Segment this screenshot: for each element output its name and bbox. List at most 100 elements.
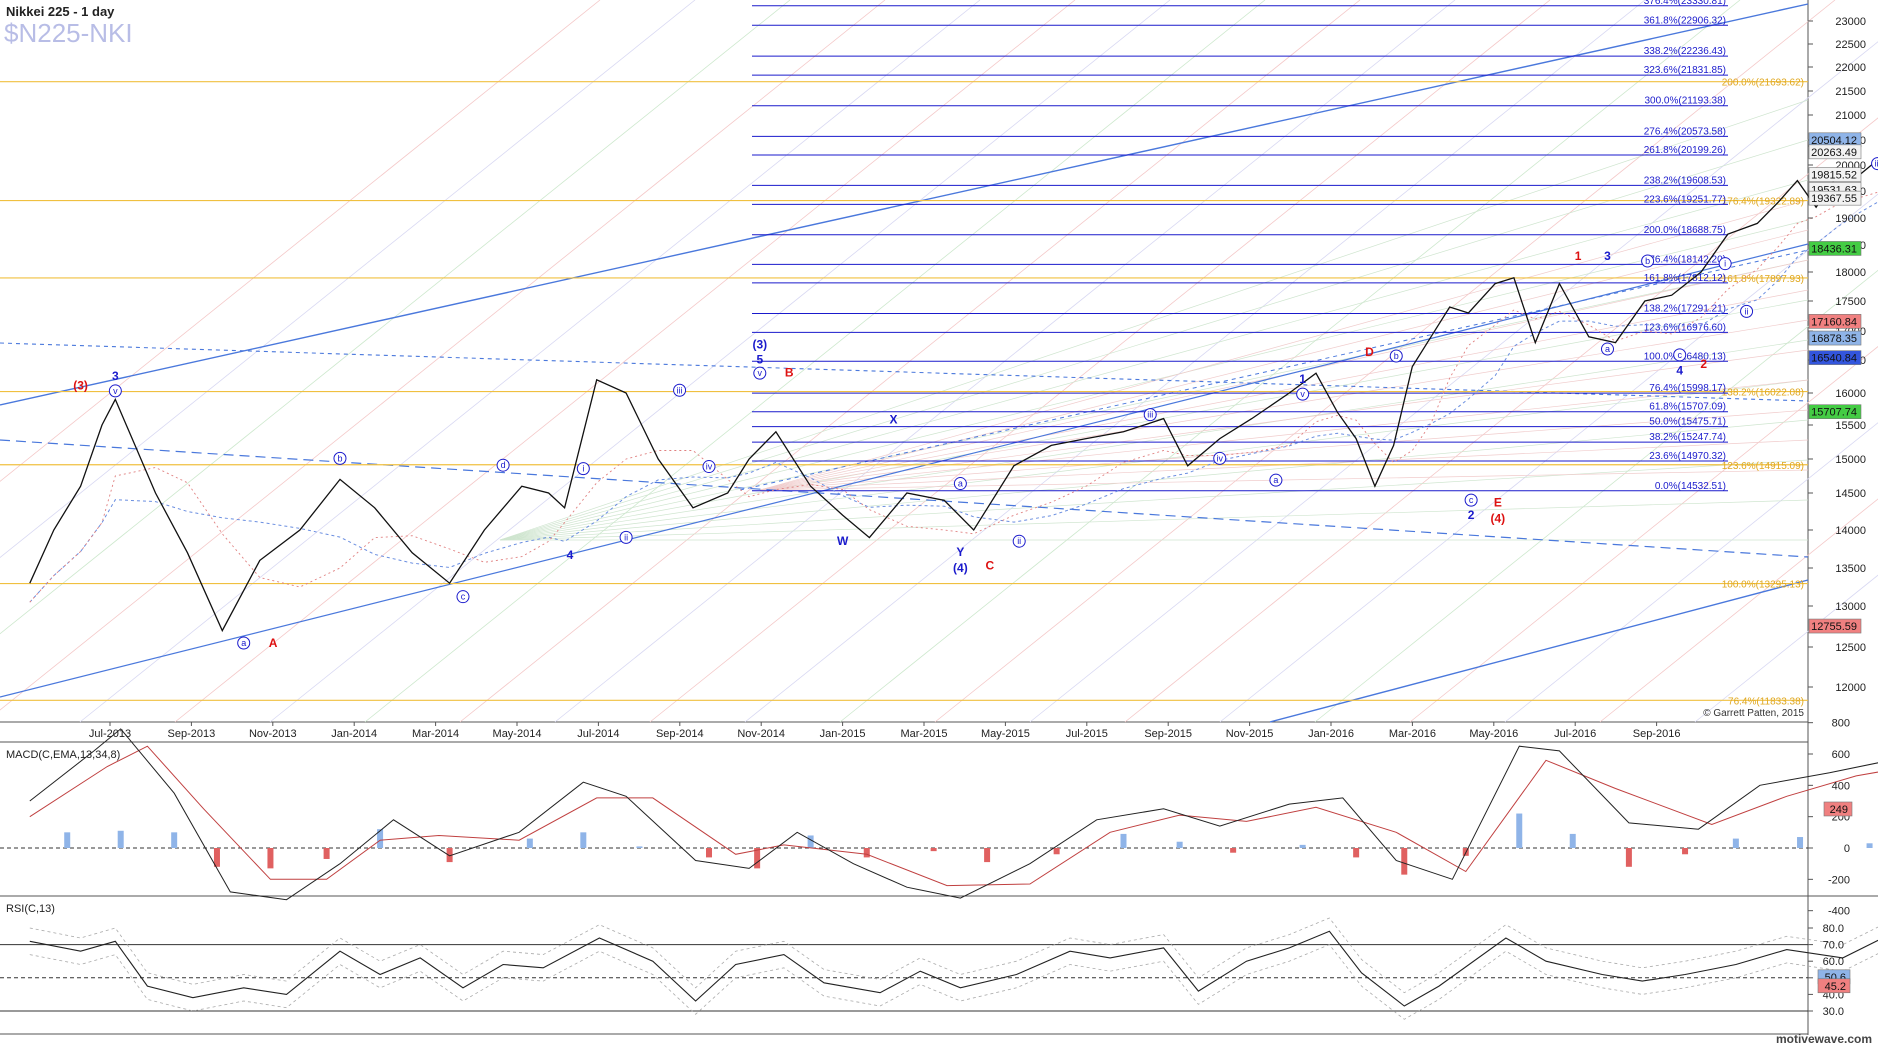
fan-line: [499, 339, 1809, 541]
fib-label-blue: 50.0%(15475.71): [1649, 417, 1726, 428]
wave-label-circle: [1143, 408, 1157, 422]
price-tag: [1808, 314, 1862, 329]
wave-label: B: [785, 366, 794, 380]
price-tag-label: 17160.84: [1811, 316, 1857, 328]
macd-histogram-bar: [1569, 833, 1576, 848]
wave-label-circle: [1718, 257, 1732, 271]
price-y-tick-label: 14000: [1835, 525, 1866, 537]
fan-line: [759, 409, 1809, 491]
fan-line: [499, 499, 1809, 541]
fib-label-yellow: 161.8%(17897.93): [1722, 274, 1804, 285]
price-tag-label: 19815.52: [1811, 170, 1857, 182]
price-y-tick-label: 12000: [1835, 682, 1866, 694]
wave-label: a: [958, 479, 963, 489]
macd-histogram-bar: [64, 832, 71, 848]
wave-label-circle: [1296, 387, 1310, 401]
macd-histogram-bar: [930, 848, 937, 852]
fib-label-blue: 200.0%(18688.75): [1644, 225, 1726, 236]
price-line: [29, 159, 1878, 633]
macd-histogram-bar: [1732, 838, 1739, 848]
wave-label: i: [1724, 259, 1726, 269]
fan-line: [759, 319, 1809, 491]
price-tag: [1808, 144, 1862, 160]
x-axis-label: Jan-2016: [1308, 728, 1354, 740]
fan-line: [0, 0, 791, 635]
fan-line: [0, 0, 696, 559]
price-y-tick-label: 22000: [1835, 62, 1866, 74]
macd-histogram-bar: [526, 838, 533, 848]
wave-label: b: [337, 453, 342, 463]
fib-label-blue: 300.0%(21193.38): [1644, 96, 1726, 107]
x-axis-label: Jul-2013: [89, 728, 131, 740]
fib-label-blue: 76.4%(15998.17): [1649, 383, 1726, 394]
wave-label-circle: [619, 530, 633, 544]
rsi-y-tick-label: 80.0: [1823, 923, 1844, 935]
macd-histogram-bar: [171, 832, 178, 848]
wave-label: iv: [706, 462, 713, 472]
fan-line: [499, 99, 1809, 541]
brand-watermark: motivewave.com: [1775, 1032, 1872, 1046]
price-y-tick-label: 23000: [1835, 16, 1866, 28]
wave-label: a: [241, 638, 246, 648]
channel-line-dashed-1: [0, 439, 1809, 558]
price-y-tick-label: 19000: [1835, 213, 1866, 225]
wave-label: b: [1394, 351, 1399, 361]
fan-line: [79, 0, 981, 723]
wave-label: v: [113, 386, 118, 396]
wave-label: W: [837, 534, 849, 548]
wave-label: (4): [1491, 512, 1506, 526]
price-y-tick-label: 22500: [1835, 39, 1866, 51]
fib-label-yellow: 100.0%(13295.13): [1722, 580, 1804, 591]
macd-histogram-bar: [1625, 848, 1632, 867]
fan-line: [759, 349, 1809, 491]
wave-label-circle: [1012, 534, 1026, 548]
macd-histogram-bar: [323, 848, 330, 859]
wave-label: iii: [1147, 410, 1153, 420]
wave-label-circle: [1269, 473, 1283, 487]
fan-line: [499, 459, 1809, 541]
wave-label: v: [1300, 389, 1305, 399]
wave-label-circle: [1389, 349, 1403, 363]
rsi-y-tick-label: 60.0: [1823, 956, 1844, 968]
wave-label: X: [890, 413, 898, 427]
macd-histogram-bar: [117, 830, 124, 848]
macd-y-tick-label: 0: [1844, 843, 1850, 855]
x-axis-label: Nov-2015: [1226, 728, 1274, 740]
price-tag: [1808, 404, 1862, 420]
macd-tag-label: 249: [1830, 804, 1848, 816]
macd-histogram-bar: [1682, 848, 1689, 855]
wave-label: d: [501, 460, 506, 470]
fan-line: [499, 139, 1809, 541]
x-axis-label: Nov-2013: [249, 728, 297, 740]
wave-label-circle: [333, 451, 347, 465]
channel-line-lower: [1269, 579, 1809, 723]
wave-label-circle: [753, 366, 767, 380]
wave-label: 2: [1700, 357, 1707, 371]
wave-label-circle: [1673, 348, 1687, 362]
fan-line: [0, 0, 886, 711]
macd-y-tick-label: 400: [1832, 780, 1850, 792]
macd-histogram-bar: [1516, 813, 1523, 848]
macd-histogram-bar: [754, 848, 761, 869]
price-tag: [1808, 350, 1862, 365]
x-axis-label: Mar-2015: [900, 728, 947, 740]
fib-label-blue: 176.4%(18142.20): [1644, 254, 1726, 265]
fib-label-blue: 261.8%(20199.26): [1644, 145, 1726, 156]
wave-label: c: [1677, 350, 1682, 360]
wave-label: 3: [112, 369, 119, 383]
fib-label-blue: 0.0%(14532.51): [1655, 481, 1726, 492]
fib-label-blue: 361.8%(22906.32): [1644, 15, 1726, 26]
fib-label-yellow: 138.2%(16022.08): [1722, 388, 1804, 399]
rsi-tag-label: 45.2: [1825, 981, 1846, 993]
macd-histogram-bar: [446, 848, 453, 863]
x-axis-label: Sep-2014: [656, 728, 704, 740]
wave-label: c: [461, 592, 466, 602]
wave-label-circle: [496, 458, 510, 472]
price-y-tick-label: 14500: [1835, 488, 1866, 500]
chart-title: Nikkei 225 - 1 day: [6, 4, 115, 19]
macd-histogram-bar: [1053, 848, 1060, 855]
wave-label: (4): [953, 561, 968, 575]
wave-label: Y: [956, 545, 964, 559]
x-axis-label: May-2016: [1469, 728, 1518, 740]
